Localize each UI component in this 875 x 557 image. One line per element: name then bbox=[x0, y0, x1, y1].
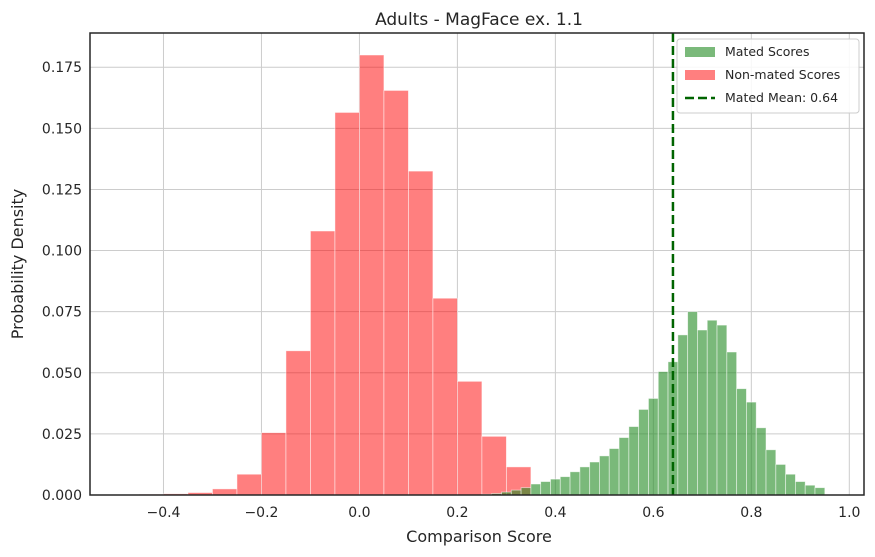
non-mated-scores-bar bbox=[261, 432, 287, 496]
y-tick-label: 0.150 bbox=[42, 121, 82, 137]
y-axis-title: Probability Density bbox=[8, 189, 27, 340]
mated-scores-bar bbox=[589, 461, 600, 496]
non-mated-scores-bar bbox=[481, 435, 507, 496]
non-mated-scores-bar bbox=[408, 170, 434, 496]
mated-scores-bar bbox=[726, 351, 738, 496]
mated-scores-bar bbox=[530, 483, 542, 496]
non-mated-scores-bar bbox=[457, 380, 483, 496]
mated-scores-bar bbox=[706, 319, 718, 496]
x-tick-label: 0.0 bbox=[348, 505, 370, 521]
y-tick-label: 0.125 bbox=[42, 182, 82, 198]
mated-scores-bar bbox=[716, 324, 728, 496]
legend: Mated Scores Non-mated Scores Mated Mean: … bbox=[676, 38, 860, 114]
mated-scores-bar bbox=[755, 427, 767, 496]
non-mated-scores-bar bbox=[212, 488, 238, 496]
x-axis-title: Comparison Score bbox=[406, 527, 552, 546]
x-tick-label: −0.4 bbox=[146, 505, 180, 521]
mated-scores-bar bbox=[736, 388, 747, 496]
x-tick-label: 0.8 bbox=[740, 505, 762, 521]
mated-scores-bar bbox=[775, 464, 787, 496]
mated-scores-bar bbox=[697, 329, 708, 496]
mated-scores-bar bbox=[520, 487, 532, 496]
legend-swatch bbox=[685, 47, 715, 57]
non-mated-scores-bar bbox=[236, 473, 262, 496]
mated-scores-bar bbox=[550, 478, 561, 496]
y-tick-label: 0.025 bbox=[42, 427, 82, 443]
x-tick-label: 1.0 bbox=[838, 505, 860, 521]
mated-scores-bar bbox=[599, 455, 610, 496]
x-tick-label: 0.6 bbox=[642, 505, 664, 521]
mated-scores-bar bbox=[785, 473, 796, 496]
bars bbox=[114, 54, 826, 496]
mated-scores-bar bbox=[746, 401, 757, 496]
mated-scores-bar bbox=[540, 481, 551, 496]
mated-scores-bar bbox=[608, 448, 620, 496]
legend-swatch bbox=[685, 70, 715, 80]
x-tick-label: 0.2 bbox=[446, 505, 468, 521]
y-tick-label: 0.175 bbox=[42, 60, 82, 76]
mated-scores-bar bbox=[795, 481, 806, 496]
legend-label: Non-mated Scores bbox=[725, 67, 840, 82]
y-tick-label: 0.050 bbox=[42, 366, 82, 382]
legend-mated-scores: Mated Scores bbox=[685, 44, 809, 59]
non-mated-scores-bar bbox=[432, 297, 458, 496]
non-mated-scores-bar bbox=[285, 350, 311, 496]
non-mated-scores-bar bbox=[310, 230, 336, 496]
mated-scores-bar bbox=[765, 449, 777, 496]
x-tick-label: 0.4 bbox=[544, 505, 566, 521]
mated-scores-bar bbox=[559, 476, 571, 496]
mated-scores-bar bbox=[657, 371, 669, 496]
y-tick-label: 0.075 bbox=[42, 305, 82, 321]
y-tick-label: 0.100 bbox=[42, 244, 82, 260]
non-mated-scores-bar bbox=[359, 54, 385, 496]
ticks: −0.4 −0.2 0.0 0.2 0.4 0.6 0.8 1.0 0.000 0.025 0.05… bbox=[42, 60, 861, 521]
legend-label: Mated Scores bbox=[725, 44, 809, 59]
mated-scores-bar bbox=[814, 487, 826, 496]
y-tick-label: 0.000 bbox=[42, 488, 82, 504]
mated-scores-bar bbox=[579, 466, 591, 496]
mated-scores-bar bbox=[687, 311, 698, 496]
mated-scores-bar bbox=[638, 409, 649, 496]
legend-non-mated-scores: Non-mated Scores bbox=[685, 67, 840, 82]
mated-scores-bar bbox=[677, 334, 689, 496]
chart-title: Adults - MagFace ex. 1.1 bbox=[375, 10, 583, 30]
mated-scores-bar bbox=[628, 426, 640, 496]
non-mated-scores-bar bbox=[334, 112, 360, 496]
mated-scores-bar bbox=[804, 484, 816, 496]
mated-scores-bar bbox=[648, 398, 659, 496]
legend-box bbox=[676, 38, 860, 114]
non-mated-scores-bar bbox=[383, 90, 409, 496]
mated-scores-bar bbox=[618, 437, 630, 496]
legend-mated-mean: Mated Mean: 0.64 bbox=[685, 90, 838, 105]
plot-frame bbox=[89, 32, 865, 496]
mated-scores-bar bbox=[569, 471, 581, 496]
x-tick-label: −0.2 bbox=[244, 505, 278, 521]
legend-label: Mated Mean: 0.64 bbox=[725, 90, 838, 105]
